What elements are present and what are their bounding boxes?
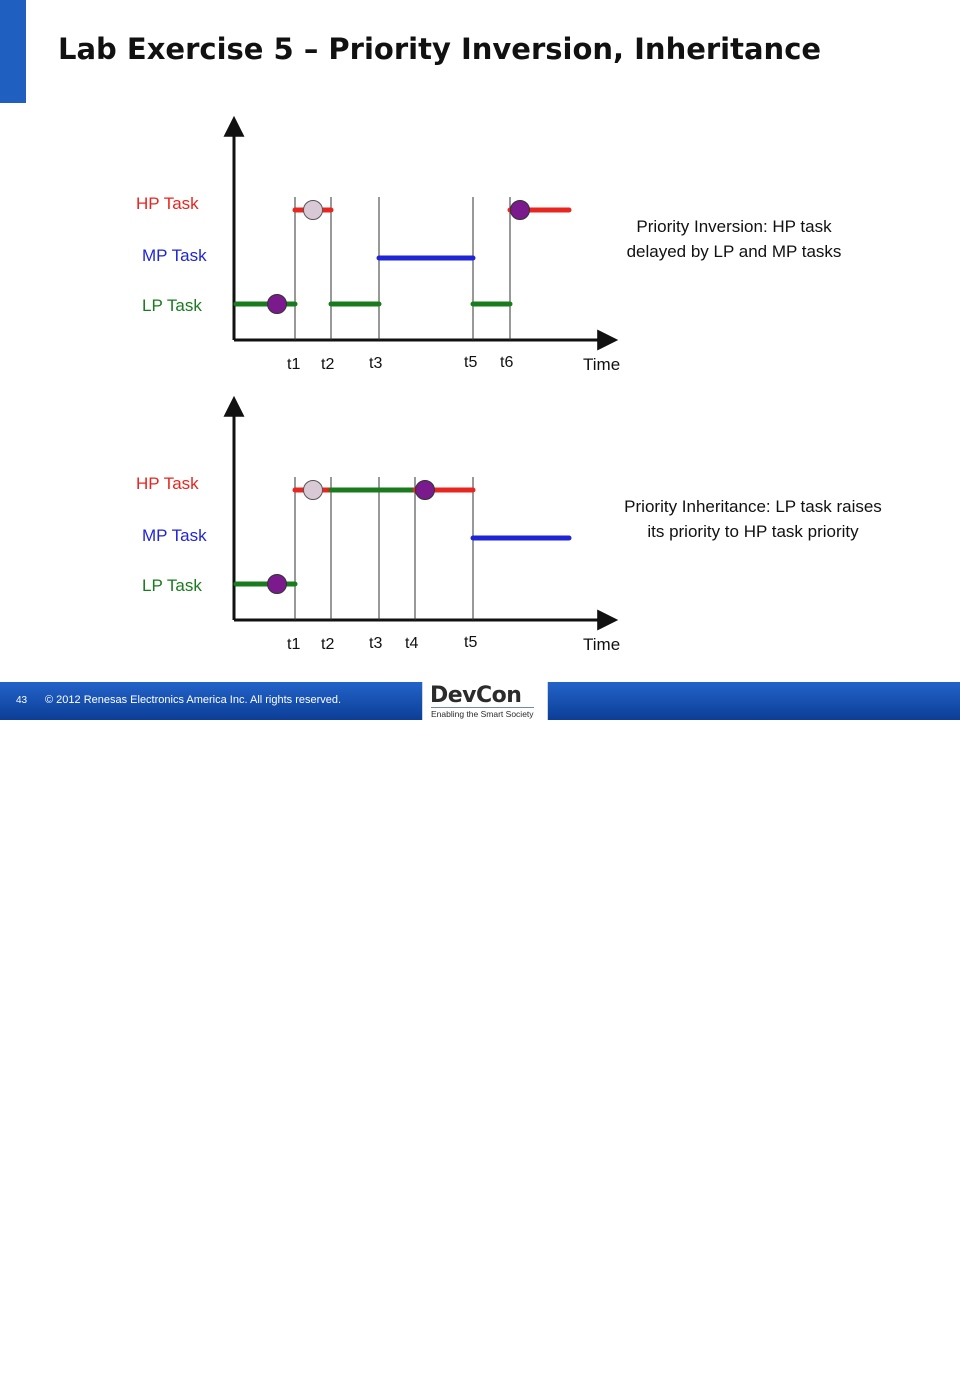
inheritance-mark-t3: t3 <box>369 635 382 652</box>
title-accent-bar <box>0 0 26 103</box>
inversion-mark-t6: t6 <box>500 354 513 371</box>
devcon-logo: DevCon Enabling the Smart Society <box>422 682 548 720</box>
inheritance-label-hp: HP Task <box>136 474 199 493</box>
inversion-lp-marker <box>267 294 287 314</box>
inheritance-diagram: HP Task MP Task LP Task t1 t2 t3 t4 t5 T… <box>136 395 882 654</box>
inversion-label-hp: HP Task <box>136 194 199 213</box>
inversion-mark-t1: t1 <box>287 356 300 373</box>
inversion-label-lp: LP Task <box>142 296 202 315</box>
copyright-notice: © 2012 Renesas Electronics America Inc. … <box>45 694 342 706</box>
renesas-logo: RENESAS <box>786 1370 892 1392</box>
inversion-hp-pending-marker <box>303 200 323 220</box>
inheritance-caption-line-1: Priority Inheritance: LP task raises <box>624 497 882 516</box>
inversion-diagram: HP Task MP Task LP Task t1 t2 t3 t5 t6 T… <box>136 115 842 374</box>
inheritance-mark-t4: t4 <box>405 635 418 652</box>
inheritance-label-lp: LP Task <box>142 576 202 595</box>
inversion-mark-t5: t5 <box>464 354 477 371</box>
slide-title: Lab Exercise 5 – Priority Inversion, Inh… <box>58 32 822 66</box>
inversion-time-label: Time <box>583 355 620 374</box>
inheritance-label-mp: MP Task <box>142 526 207 545</box>
inheritance-mark-t1: t1 <box>287 636 300 653</box>
inheritance-hp-pending-marker <box>303 480 323 500</box>
inheritance-time-label: Time <box>583 635 620 654</box>
page-number: 43 <box>16 695 28 706</box>
timing-diagrams: HP Task MP Task LP Task t1 t2 t3 t5 t6 T… <box>136 115 882 654</box>
inheritance-hp-marker <box>415 480 435 500</box>
devcon-wordmark: DevCon <box>430 683 522 708</box>
inheritance-mark-t2: t2 <box>321 636 334 653</box>
inversion-mark-t3: t3 <box>369 355 382 372</box>
inheritance-mark-t5: t5 <box>464 634 477 651</box>
inheritance-caption-line-2: its priority to HP task priority <box>647 522 859 541</box>
inversion-hp-marker <box>510 200 530 220</box>
inversion-caption-line-1: Priority Inversion: HP task <box>636 217 832 236</box>
inversion-caption-line-2: delayed by LP and MP tasks <box>627 242 842 261</box>
devcon-tagline: Enabling the Smart Society <box>431 707 534 719</box>
inheritance-lp-marker <box>267 574 287 594</box>
inversion-label-mp: MP Task <box>142 246 207 265</box>
inversion-mark-t2: t2 <box>321 356 334 373</box>
